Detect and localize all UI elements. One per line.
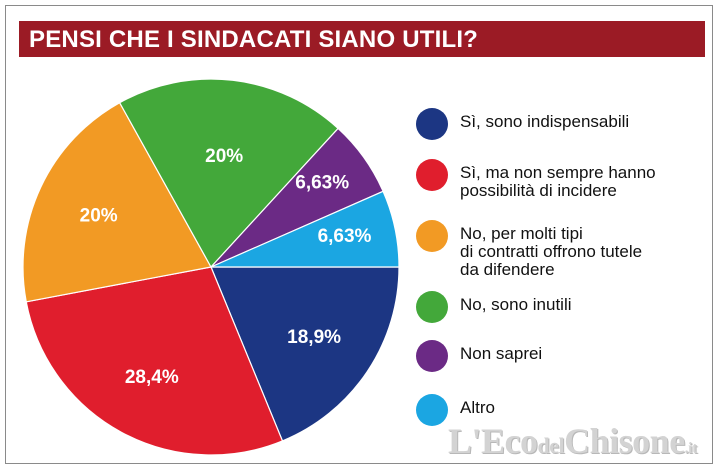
- pie-slice: [210, 266, 400, 442]
- legend-label: Altro: [460, 398, 495, 417]
- legend-swatch: [416, 394, 448, 426]
- chart-title: PENSI CHE I SINDACATI SIANO UTILI?: [29, 26, 479, 53]
- slice-value-label: 6,63%: [295, 173, 349, 194]
- slice-value-label: 20%: [80, 205, 118, 226]
- legend-label: Sì, ma non sempre hanno possibilità di i…: [460, 163, 656, 200]
- legend-swatch: [416, 220, 448, 252]
- legend: Sì, sono indispensabili Sì, ma non sempre…: [412, 108, 712, 428]
- legend-label: Non saprei: [460, 344, 543, 363]
- pie-slice: [210, 190, 400, 268]
- slice-value-label: 18,9%: [287, 327, 341, 348]
- legend-swatch: [416, 340, 448, 372]
- pie-slice: [22, 101, 212, 303]
- legend-swatch: [416, 159, 448, 191]
- chart-frame: [5, 5, 713, 464]
- legend-swatch: [416, 108, 448, 140]
- slice-value-label: 28,4%: [125, 367, 179, 388]
- legend-swatch: [416, 291, 448, 323]
- legend-label: Sì, sono indispensabili: [460, 112, 630, 131]
- slice-value-label: 6,63%: [318, 226, 372, 247]
- watermark-logo: L'EcodelChisone.it: [448, 421, 697, 461]
- legend-label: No, per molti tipi di contratti offrono …: [460, 224, 643, 279]
- pie-slice: [25, 266, 284, 456]
- legend-label: No, sono inutili: [460, 295, 572, 314]
- slice-value-label: 20%: [205, 146, 243, 167]
- title-bar: PENSI CHE I SINDACATI SIANO UTILI?: [19, 21, 705, 57]
- pie-slice: [118, 78, 339, 269]
